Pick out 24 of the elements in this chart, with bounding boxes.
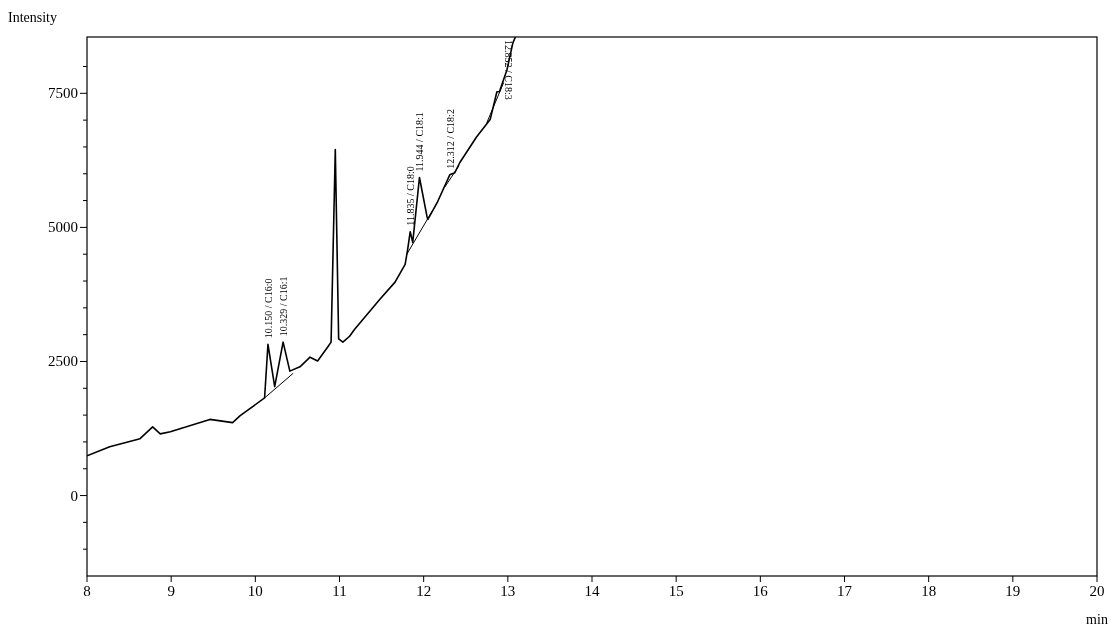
x-tick-label: 11 [332, 583, 347, 599]
x-tick-label: 10 [247, 583, 263, 599]
x-tick-label: 8 [83, 583, 91, 599]
x-tick-label: 12 [416, 583, 432, 599]
y-tick-label: 0 [70, 487, 78, 504]
x-tick-label: 19 [1005, 583, 1021, 599]
x-axis-title: min [1086, 612, 1108, 627]
x-tick-label: 20 [1089, 583, 1105, 599]
annotation: 10.150 / C16:0 [262, 278, 274, 339]
y-tick-label: 7500 [48, 85, 78, 102]
y-tick-label: 5000 [48, 219, 78, 236]
annotation: 10.329 / C16:1 [278, 276, 290, 337]
x-tick-label: 15 [668, 583, 684, 599]
x-tick-label: 16 [752, 583, 769, 599]
x-tick-label: 13 [500, 583, 516, 599]
y-tick-label: 2500 [48, 353, 78, 370]
y-axis-title: Intensity [8, 10, 57, 25]
x-tick-label: 17 [837, 583, 853, 599]
annotation: 12.312 / C18:2 [444, 109, 456, 169]
x-tick-label: 9 [167, 583, 175, 599]
x-tick-label: 14 [584, 583, 600, 599]
x-tick-label: 18 [921, 583, 937, 599]
annotation: 11.835 / C18:0 [405, 166, 417, 226]
annotation: 11.944 / C18:1 [414, 112, 426, 172]
